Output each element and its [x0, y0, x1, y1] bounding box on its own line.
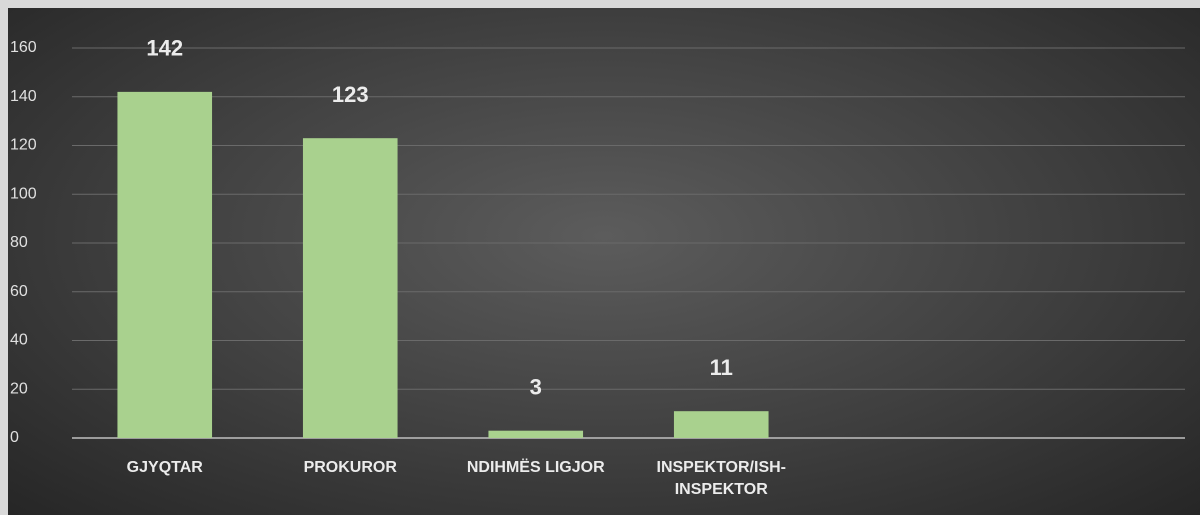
y-tick-label: 160 — [10, 39, 37, 56]
data-label: 3 — [530, 375, 542, 400]
y-tick-label: 60 — [10, 283, 28, 300]
x-tick-label: PROKUROR — [303, 459, 397, 476]
y-tick-label: 80 — [10, 234, 28, 251]
y-tick-label: 120 — [10, 137, 37, 154]
y-tick-label: 0 — [10, 429, 19, 446]
x-tick-label: INSPEKTOR/ISH-INSPEKTOR — [656, 459, 787, 498]
y-tick-label: 40 — [10, 332, 28, 349]
bar — [117, 91, 213, 438]
bar — [488, 430, 584, 438]
x-tick-label: NDIHMËS LIGJOR — [466, 459, 605, 476]
x-tick-label: GJYQTAR — [126, 459, 203, 476]
bar — [673, 411, 769, 438]
data-label: 123 — [332, 82, 369, 107]
bar — [302, 138, 398, 438]
data-label: 142 — [146, 36, 183, 61]
y-tick-label: 140 — [10, 88, 37, 105]
y-tick-label: 20 — [10, 380, 28, 397]
y-tick-label: 100 — [10, 185, 37, 202]
data-label: 11 — [710, 355, 733, 380]
